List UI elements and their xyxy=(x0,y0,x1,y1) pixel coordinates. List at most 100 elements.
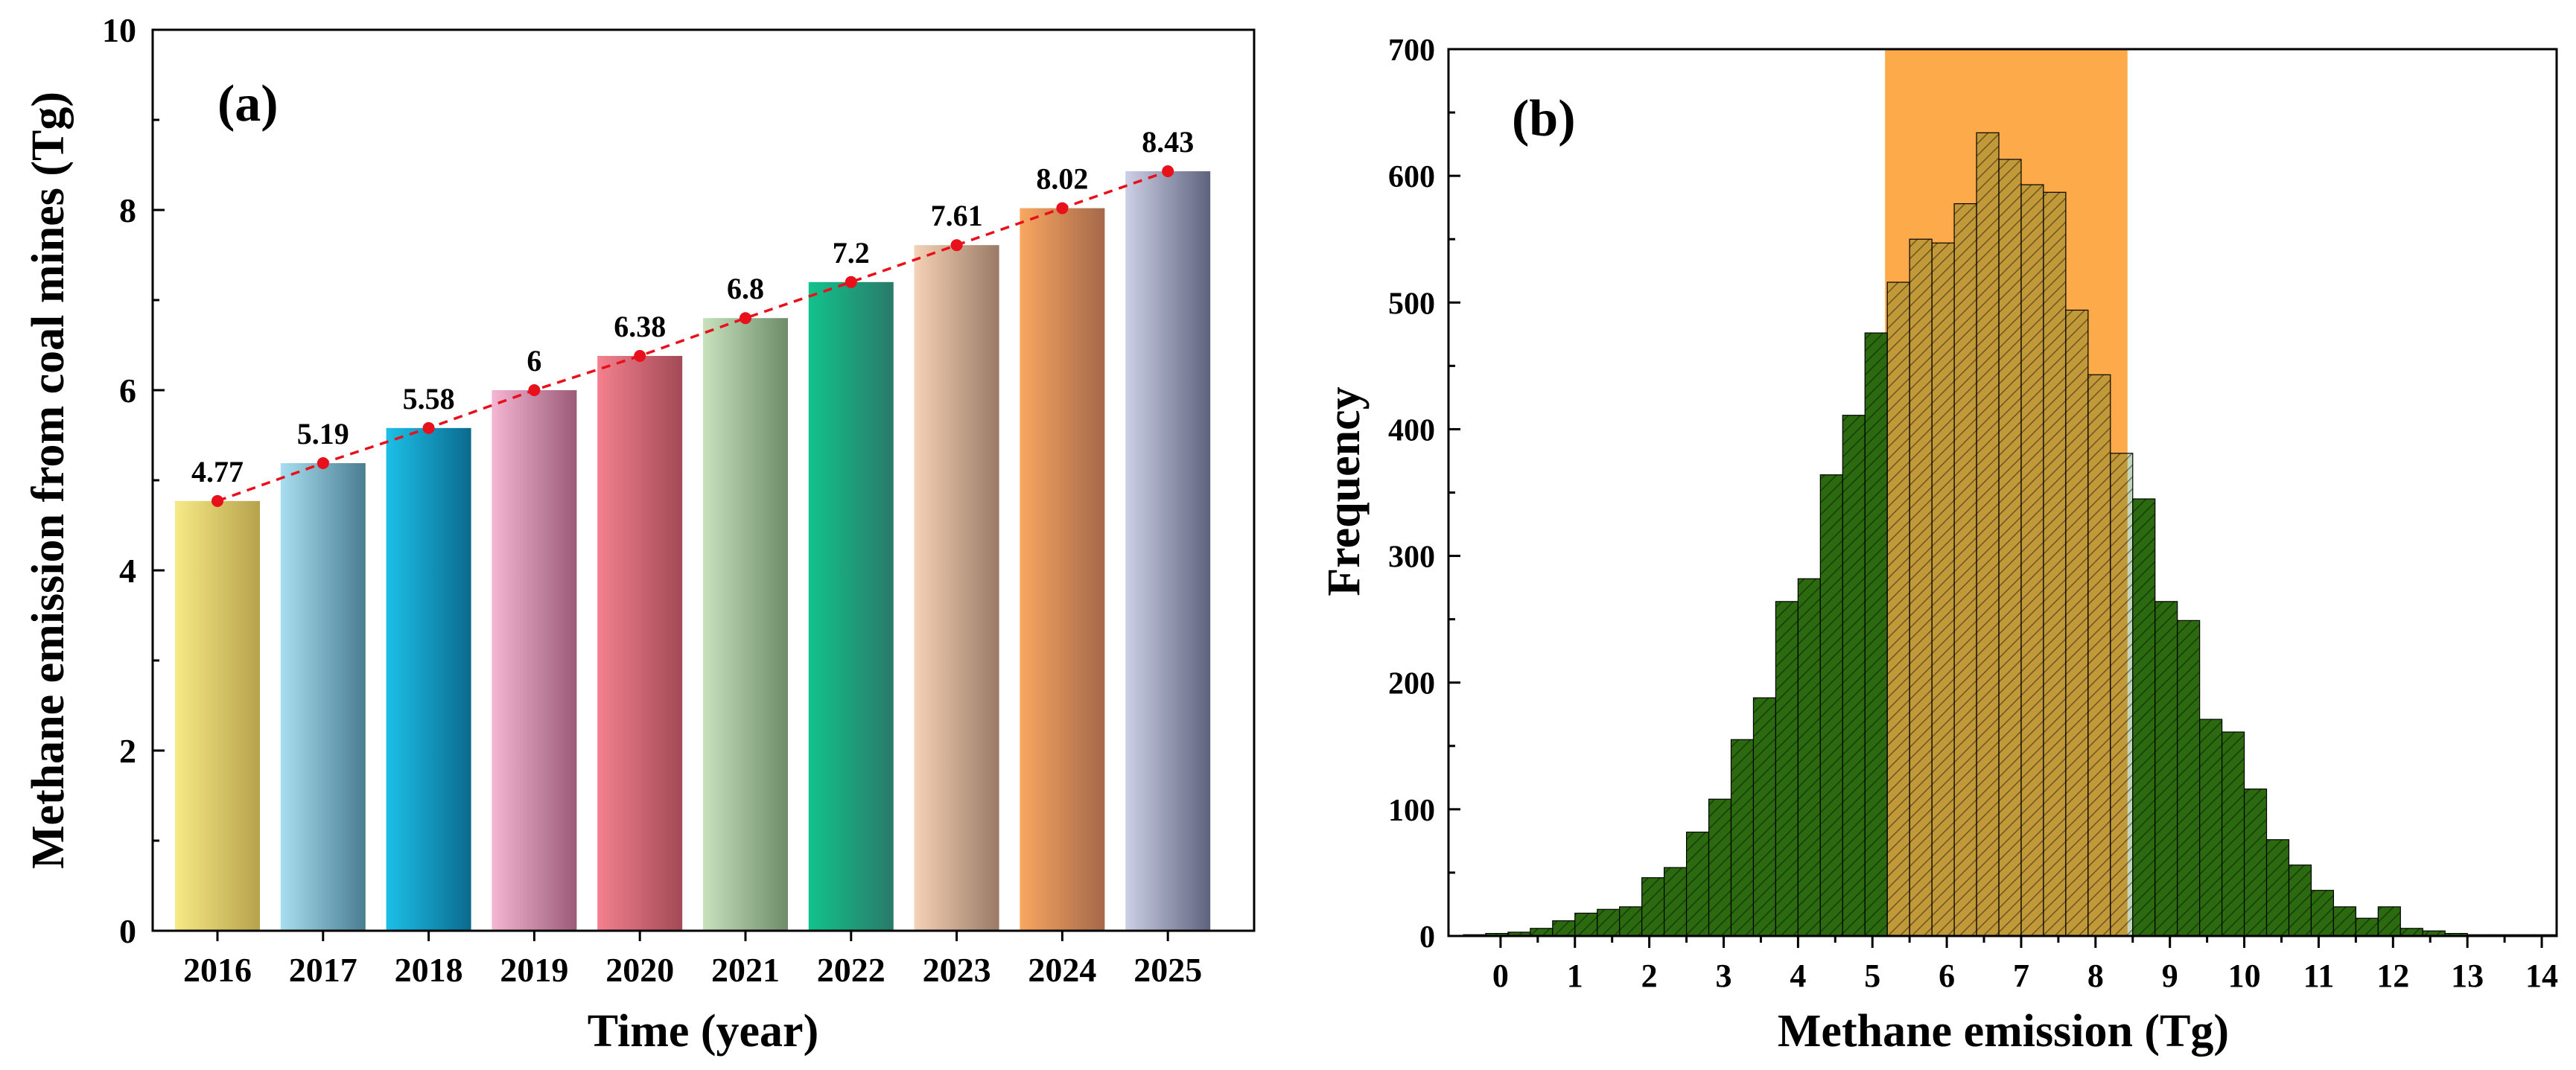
data-label-2018: 5.58 xyxy=(403,382,455,415)
hist-bar-hatch xyxy=(1664,867,1687,936)
y-tick-label-8: 8 xyxy=(119,191,136,229)
bar-2016 xyxy=(175,500,260,931)
panel-a-ylabel: Methane emission from coal mines (Tg) xyxy=(23,92,74,869)
hist-bar-hatch xyxy=(1753,698,1776,936)
y-tick-label-2: 2 xyxy=(119,732,136,770)
y-tick-label-400: 400 xyxy=(1388,413,1435,448)
hist-bar-hatch xyxy=(2311,890,2334,936)
hist-bar-hatch xyxy=(2289,864,2312,936)
bar-2019 xyxy=(492,390,577,931)
hist-bar-hatch xyxy=(2087,375,2111,936)
panel-a-label: (a) xyxy=(217,75,279,133)
trend-point-2025 xyxy=(1162,165,1174,177)
x-tick-label-2016: 2016 xyxy=(183,951,252,989)
y-tick-label-600: 600 xyxy=(1388,160,1435,194)
hist-bar-hatch xyxy=(2154,601,2178,936)
x-tick-label-2020: 2020 xyxy=(605,951,674,989)
data-label-2017: 5.19 xyxy=(297,417,349,450)
hist-bar-hatch xyxy=(1909,239,1933,936)
bar-2017 xyxy=(280,463,366,931)
hist-bar-hatch xyxy=(2110,453,2133,936)
panel-b-ylabel: Frequency xyxy=(1319,386,1370,596)
bar-2025 xyxy=(1125,171,1211,932)
data-label-2024: 8.02 xyxy=(1036,162,1088,196)
y-tick-label-700: 700 xyxy=(1388,34,1435,68)
hist-bar-hatch xyxy=(1932,243,1955,936)
y-tick-label-100: 100 xyxy=(1388,794,1435,828)
panel-a-axes: 2016 2017 2018 2019 2020 2021 2022 2023 2024 2025… xyxy=(102,11,1202,989)
hist-bar-hatch xyxy=(1820,474,1843,936)
trend-point-2020 xyxy=(634,350,646,363)
x-tick-label-12: 12 xyxy=(2376,958,2409,994)
x-tick-label-9: 9 xyxy=(2162,958,2178,994)
hist-bar-hatch xyxy=(2199,719,2222,936)
data-label-2020: 6.38 xyxy=(614,310,666,343)
panel-a-bars xyxy=(175,171,1211,932)
trend-point-2021 xyxy=(740,312,751,325)
x-tick-label-14: 14 xyxy=(2525,958,2558,994)
hist-bar-hatch xyxy=(1731,739,1754,936)
hist-bar-hatch xyxy=(2132,499,2155,936)
panel-b: 0 1 2 3 4 5 6 7 8 9 10 11 12 13 1401002003004005006007… xyxy=(1319,34,2558,1057)
x-tick-label-10: 10 xyxy=(2228,958,2261,994)
hist-bar-hatch xyxy=(1775,601,1799,936)
data-label-2025: 8.43 xyxy=(1142,125,1194,159)
x-tick-label-2022: 2022 xyxy=(817,951,885,989)
hist-bar-hatch xyxy=(1507,932,1530,936)
y-tick-label-6: 6 xyxy=(119,372,136,410)
y-tick-label-500: 500 xyxy=(1388,287,1435,321)
panel-b-axes: 0 1 2 3 4 5 6 7 8 9 10 11 12 13 1401002003004005006007… xyxy=(1388,34,2558,994)
trend-point-2022 xyxy=(845,276,857,288)
x-tick-label-2018: 2018 xyxy=(395,951,463,989)
hist-bar-hatch xyxy=(1999,159,2021,936)
hist-bar-hatch xyxy=(2333,906,2356,936)
bar-2023 xyxy=(914,245,999,931)
data-label-2021: 6.8 xyxy=(727,272,764,305)
trend-point-2023 xyxy=(950,239,963,252)
bar-2021 xyxy=(703,318,788,931)
hist-bar-hatch xyxy=(1842,415,1866,936)
hist-bar-hatch xyxy=(2423,931,2446,936)
hist-bar-hatch xyxy=(1865,333,1888,936)
hist-bar-hatch xyxy=(1597,909,1620,936)
x-tick-label-2025: 2025 xyxy=(1133,951,1202,989)
data-label-2016: 4.77 xyxy=(191,455,244,488)
hist-bar-hatch xyxy=(1954,203,1977,936)
trend-point-2017 xyxy=(317,457,329,470)
x-tick-label-6: 6 xyxy=(1939,958,1955,994)
x-tick-label-8: 8 xyxy=(2087,958,2104,994)
y-tick-label-200: 200 xyxy=(1388,667,1435,701)
trend-line xyxy=(217,170,1168,503)
hist-bar-hatch xyxy=(1485,933,1508,936)
hist-bar-hatch xyxy=(2378,906,2401,936)
data-label-2019: 6 xyxy=(527,344,541,378)
bar-2022 xyxy=(808,281,894,931)
hist-bar-hatch xyxy=(2177,620,2200,936)
hist-bar-hatch xyxy=(2043,192,2066,936)
panel-b-label: (b) xyxy=(1512,90,1576,147)
panel-a-trend: 4.77 5.19 5.58 6 6.38 6.8 7.2 7.61 8.02 8.43 xyxy=(191,125,1194,507)
x-tick-label-2021: 2021 xyxy=(711,951,780,989)
hist-bar-hatch xyxy=(1530,928,1553,936)
x-tick-label-13: 13 xyxy=(2451,958,2484,994)
hist-bar-hatch xyxy=(1887,282,1910,936)
y-tick-label-300: 300 xyxy=(1388,541,1435,575)
hist-bar-hatch xyxy=(1641,877,1664,936)
trend-point-2024 xyxy=(1056,202,1069,214)
x-tick-label-2017: 2017 xyxy=(289,951,357,989)
hist-bar-hatch xyxy=(1552,920,1575,936)
panel-b-bars xyxy=(1463,132,2557,937)
x-tick-label-0: 0 xyxy=(1492,958,1509,994)
trend-point-2016 xyxy=(212,494,223,507)
data-label-2023: 7.61 xyxy=(931,199,983,232)
x-tick-label-2023: 2023 xyxy=(923,951,991,989)
hist-bar-hatch xyxy=(2065,310,2088,937)
hist-bar-hatch xyxy=(1976,133,2000,936)
x-tick-label-5: 5 xyxy=(1864,958,1880,994)
trend-point-2019 xyxy=(528,384,541,396)
hist-bar-hatch xyxy=(1574,913,1597,936)
hist-bar-hatch xyxy=(2400,928,2423,936)
hist-bar-hatch xyxy=(1686,832,1709,936)
x-tick-label-1: 1 xyxy=(1567,958,1583,994)
